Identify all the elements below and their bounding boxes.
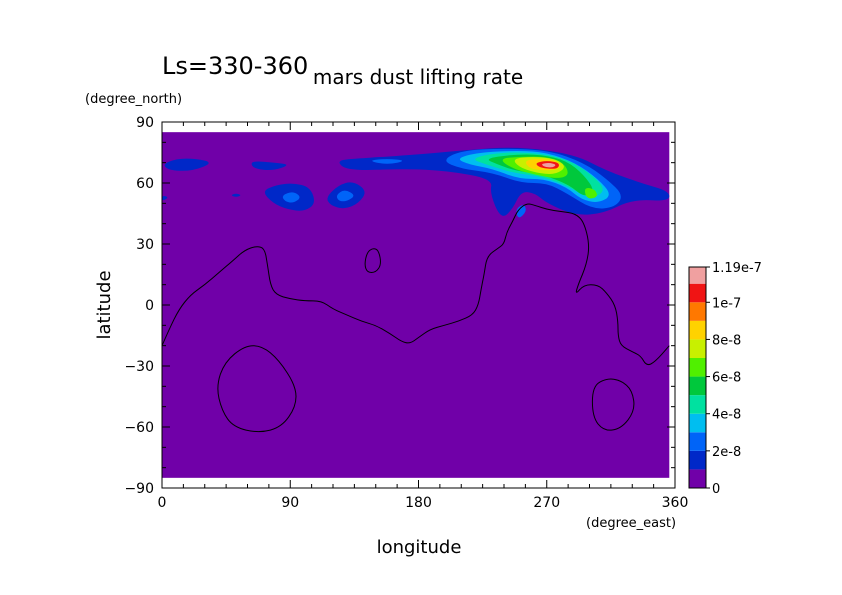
colorbar-label: 1e-7	[712, 296, 741, 311]
lifting-region-level-2	[372, 159, 403, 164]
y-tick-label: 30	[136, 237, 154, 253]
colorbar-label: 2e-8	[712, 445, 741, 460]
lifting-region-level-1	[231, 193, 241, 197]
x-axis-ticks: 0 90 180 270 360	[158, 122, 689, 511]
y-tick-label: −30	[124, 359, 154, 375]
y-axis-units: (degree_north)	[85, 92, 182, 107]
chart-title: mars dust lifting rate	[313, 65, 523, 89]
colorbar-swatch	[689, 339, 706, 358]
plot-area	[162, 132, 670, 478]
colorbar-swatch	[689, 376, 706, 396]
y-axis-ticks: −90 −60 −30 0 30 60 90	[124, 115, 675, 497]
colorbar-swatch	[689, 413, 706, 433]
colorbar-swatch	[689, 469, 706, 488]
colorbar-swatch	[689, 283, 706, 303]
lifting-region-level-1	[164, 158, 209, 171]
y-axis-label: latitude	[94, 270, 115, 339]
x-axis-label: longitude	[377, 537, 462, 558]
topography-contour	[591, 378, 635, 431]
x-tick-label: 0	[158, 495, 167, 511]
colorbar-label: 6e-8	[712, 371, 741, 386]
lifting-region-level-1	[251, 161, 287, 171]
topography-contour	[161, 203, 670, 366]
colorbar-label: 1.19e-7	[712, 261, 762, 276]
x-tick-label: 90	[281, 495, 299, 511]
x-tick-label: 180	[405, 495, 432, 511]
colorbar-labels: 0 2e-8 4e-8 6e-8 8e-8 1e-7 1.19e-7	[706, 261, 762, 497]
colorbar-frame	[688, 266, 707, 489]
lifting-region-level-1	[162, 195, 168, 201]
x-axis-units: (degree_east)	[586, 516, 676, 531]
colorbar-swatch	[689, 450, 706, 470]
colorbar-swatch	[689, 432, 706, 451]
lifting-region-level-6	[584, 187, 597, 199]
colorbar-swatch	[689, 267, 706, 284]
lifting-region-level-2	[282, 192, 300, 203]
colorbar-label: 8e-8	[712, 333, 741, 348]
colorbar-swatch	[689, 320, 706, 340]
y-tick-label: 60	[136, 176, 154, 192]
topography-contour	[364, 248, 381, 274]
colorbar-label: 4e-8	[712, 408, 741, 423]
lifting-region-level-2	[336, 190, 354, 202]
colorbar-swatch	[689, 302, 706, 321]
x-tick-label: 270	[533, 495, 560, 511]
chart-subtitle: Ls=330-360	[162, 52, 308, 80]
y-tick-label: −90	[124, 481, 154, 497]
y-tick-label: −60	[124, 420, 154, 436]
x-tick-label: 360	[662, 495, 689, 511]
colorbar-label: 0	[712, 482, 720, 497]
colorbar	[688, 266, 707, 489]
colorbar-swatch	[689, 395, 706, 414]
lifting-region-level-2	[516, 205, 526, 218]
colorbar-swatch	[689, 358, 706, 377]
lifting-region-level-11	[542, 163, 556, 168]
topography-contours	[161, 203, 670, 433]
y-tick-label: 0	[145, 298, 154, 314]
topography-contour	[217, 345, 297, 433]
y-tick-label: 90	[136, 115, 154, 131]
